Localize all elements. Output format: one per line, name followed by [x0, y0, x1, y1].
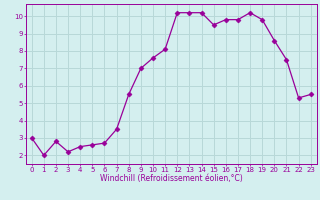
X-axis label: Windchill (Refroidissement éolien,°C): Windchill (Refroidissement éolien,°C) [100, 174, 243, 183]
